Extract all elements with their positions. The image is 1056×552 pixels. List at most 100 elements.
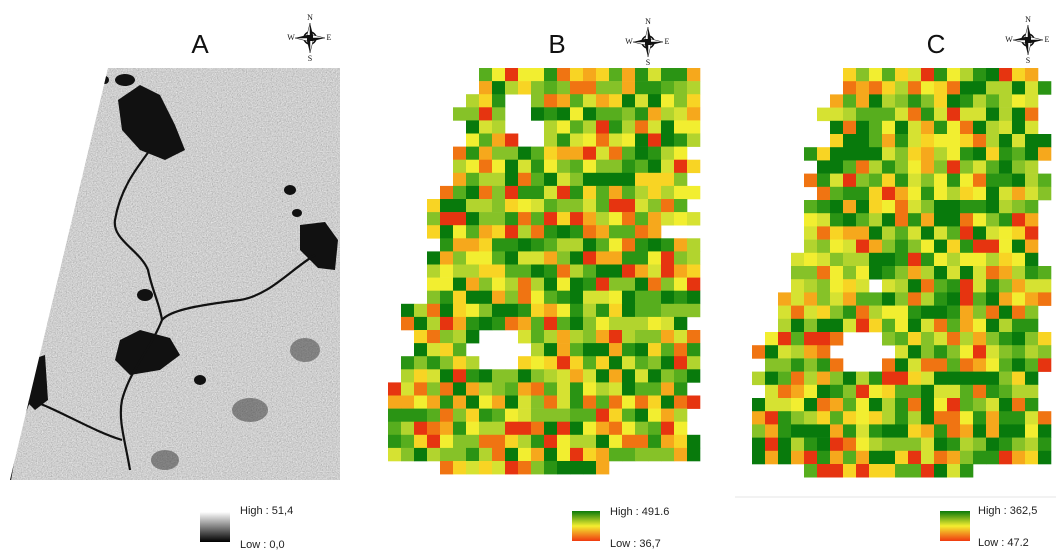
grid-cell [544, 81, 558, 95]
grid-cell [947, 68, 961, 82]
grid-cell [1025, 239, 1039, 254]
grid-cell [505, 447, 519, 462]
grid-cell [752, 398, 766, 412]
grid-cell [479, 447, 493, 462]
grid-cell [544, 303, 558, 318]
grid-cell [661, 395, 675, 409]
grid-cell [895, 345, 909, 359]
grid-cell [388, 447, 402, 462]
panel-c: C N E S W High : 362,5 Low : 47.2 [752, 15, 1052, 549]
grid-cell [440, 369, 454, 383]
grid-cell [791, 411, 805, 425]
grid-cell [544, 277, 558, 291]
grid-cell [557, 303, 571, 318]
grid-cell [544, 434, 558, 449]
grid-cell [427, 408, 441, 422]
grid-cell [830, 450, 844, 465]
grid-cell [999, 186, 1013, 201]
grid-cell [518, 212, 532, 226]
grid-cell [869, 68, 883, 82]
grid-cell [518, 434, 532, 449]
grid-cell [492, 107, 506, 121]
grid-cell [791, 332, 805, 346]
grid-cell [934, 358, 948, 372]
panel-a: A [10, 13, 340, 551]
grid-cell [401, 316, 415, 331]
grid-cell [492, 185, 506, 200]
grid-cell [778, 292, 792, 306]
grid-cell [882, 384, 896, 399]
grid-cell [648, 225, 662, 239]
grid-cell [908, 464, 922, 478]
grid-cell [518, 81, 532, 95]
grid-cell [414, 434, 428, 449]
grid-cell [973, 94, 987, 108]
grid-cell [973, 107, 987, 122]
grid-cell [609, 159, 623, 174]
grid-cell [687, 212, 701, 226]
grid-cell [466, 290, 480, 305]
grid-cell [427, 330, 441, 344]
grid-cell [544, 68, 558, 82]
grid-cell [856, 239, 870, 254]
grid-cell [622, 146, 636, 160]
grid-cell [999, 252, 1013, 267]
grid-cell [999, 160, 1013, 174]
grid-cell [453, 264, 467, 278]
grid-cell [635, 146, 649, 160]
grid-cell [583, 159, 597, 174]
grid-cell [934, 81, 948, 95]
grid-cell [609, 277, 623, 291]
grid-cell [791, 371, 805, 386]
grid-cell [596, 408, 610, 422]
grid-cell [778, 305, 792, 320]
grid-cell [557, 68, 571, 82]
grid-cell [609, 185, 623, 200]
grid-cell [453, 146, 467, 160]
grid-cell [622, 421, 636, 436]
grid-cell [817, 160, 831, 174]
grid-cell [895, 424, 909, 438]
grid-cell [440, 212, 454, 226]
grid-cell [882, 450, 896, 465]
grid-cell [1025, 160, 1039, 174]
grid-cell [583, 264, 597, 278]
grid-cell [804, 384, 818, 399]
grid-cell [596, 264, 610, 278]
grid-cell [401, 382, 415, 396]
grid-cell [947, 239, 961, 254]
grid-cell [973, 424, 987, 438]
grid-cell [921, 424, 935, 438]
grid-cell [947, 464, 961, 478]
grid-cell [648, 330, 662, 344]
grid-cell [401, 356, 415, 370]
grid-cell [856, 266, 870, 280]
compass-n: N [307, 13, 313, 22]
grid-cell [882, 332, 896, 346]
grid-cell [622, 382, 636, 396]
grid-cell [830, 292, 844, 306]
grid-cell [934, 332, 948, 346]
grid-cell [440, 264, 454, 278]
grid-cell [596, 395, 610, 409]
grid-cell [544, 251, 558, 265]
grid-cell [1012, 173, 1026, 188]
grid-cell [947, 252, 961, 267]
grid-cell [479, 81, 493, 95]
grid-cell [817, 437, 831, 452]
grid-cell [973, 450, 987, 465]
grid-cell [986, 120, 1000, 135]
grid-cell [791, 450, 805, 465]
grid-cell [557, 434, 571, 449]
grid-cell [479, 369, 493, 383]
grid-cell [973, 173, 987, 188]
compass-e: E [1045, 35, 1050, 44]
grid-cell [583, 133, 597, 147]
grid-cell [973, 239, 987, 254]
grid-cell [596, 447, 610, 462]
grid-cell [934, 226, 948, 240]
grid-cell [934, 94, 948, 108]
grid-cell [830, 173, 844, 188]
grid-cell [544, 395, 558, 409]
grid-cell [999, 424, 1013, 438]
